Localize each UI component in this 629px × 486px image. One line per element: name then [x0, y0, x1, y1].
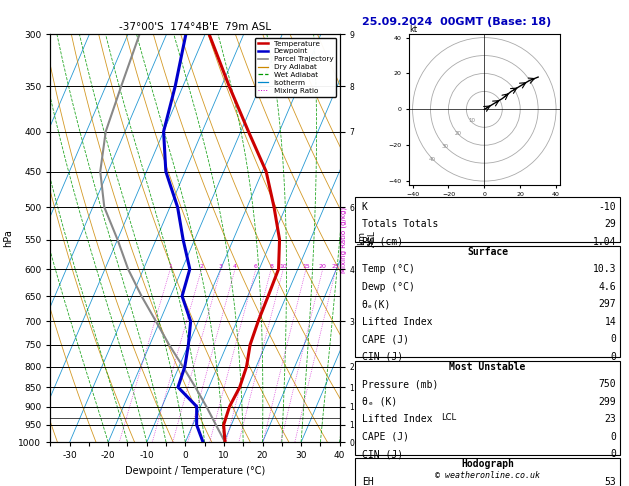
- Text: Totals Totals: Totals Totals: [362, 219, 438, 229]
- Text: 0: 0: [611, 432, 616, 442]
- Text: 23: 23: [604, 415, 616, 424]
- Text: 750: 750: [599, 380, 616, 389]
- Text: K: K: [362, 202, 367, 212]
- Text: CIN (J): CIN (J): [362, 450, 403, 459]
- Text: Mixing Ratio (g/kg): Mixing Ratio (g/kg): [340, 207, 347, 273]
- Bar: [355, 197, 620, 242]
- Text: Temp (°C): Temp (°C): [362, 264, 415, 274]
- Text: 4: 4: [233, 264, 237, 269]
- Text: 3: 3: [219, 264, 223, 269]
- Text: LCL: LCL: [441, 413, 456, 422]
- Text: 6: 6: [254, 264, 258, 269]
- Text: CIN (J): CIN (J): [362, 352, 403, 362]
- Text: 4.6: 4.6: [599, 282, 616, 292]
- Text: 0: 0: [611, 450, 616, 459]
- Text: EH: EH: [362, 477, 374, 486]
- Text: 0: 0: [611, 334, 616, 344]
- Legend: Temperature, Dewpoint, Parcel Trajectory, Dry Adiabat, Wet Adiabat, Isotherm, Mi: Temperature, Dewpoint, Parcel Trajectory…: [255, 37, 336, 97]
- Text: 25: 25: [332, 264, 340, 269]
- Text: 40: 40: [429, 157, 436, 162]
- Text: kt: kt: [409, 25, 417, 34]
- Text: Dewp (°C): Dewp (°C): [362, 282, 415, 292]
- Text: Lifted Index: Lifted Index: [362, 317, 432, 327]
- Text: θₑ (K): θₑ (K): [362, 397, 397, 407]
- Y-axis label: hPa: hPa: [3, 229, 13, 247]
- Text: 25.09.2024  00GMT (Base: 18): 25.09.2024 00GMT (Base: 18): [362, 17, 551, 27]
- Text: 10.3: 10.3: [593, 264, 616, 274]
- Text: 29: 29: [604, 219, 616, 229]
- Text: 0: 0: [611, 352, 616, 362]
- X-axis label: Dewpoint / Temperature (°C): Dewpoint / Temperature (°C): [125, 466, 265, 476]
- Text: Hodograph: Hodograph: [461, 459, 514, 469]
- Text: 30: 30: [442, 144, 449, 149]
- Text: 1.04: 1.04: [593, 237, 616, 247]
- Text: PW (cm): PW (cm): [362, 237, 403, 247]
- Text: CAPE (J): CAPE (J): [362, 432, 409, 442]
- Text: 2: 2: [199, 264, 204, 269]
- Text: 53: 53: [604, 477, 616, 486]
- Text: 299: 299: [599, 397, 616, 407]
- Text: θₑ(K): θₑ(K): [362, 299, 391, 309]
- Text: Lifted Index: Lifted Index: [362, 415, 432, 424]
- Text: Most Unstable: Most Unstable: [449, 362, 526, 372]
- Text: 10: 10: [279, 264, 287, 269]
- Text: 15: 15: [302, 264, 310, 269]
- Text: 14: 14: [604, 317, 616, 327]
- Bar: [355, 246, 620, 357]
- Text: Pressure (mb): Pressure (mb): [362, 380, 438, 389]
- Text: © weatheronline.co.uk: © weatheronline.co.uk: [435, 471, 540, 480]
- Text: 20: 20: [319, 264, 326, 269]
- Text: Surface: Surface: [467, 247, 508, 257]
- Text: -10: -10: [599, 202, 616, 212]
- Y-axis label: km
ASL: km ASL: [357, 230, 376, 246]
- Title: -37°00'S  174°4B'E  79m ASL: -37°00'S 174°4B'E 79m ASL: [119, 22, 271, 32]
- Bar: [355, 361, 620, 454]
- Text: CAPE (J): CAPE (J): [362, 334, 409, 344]
- Text: 297: 297: [599, 299, 616, 309]
- Text: 10: 10: [468, 118, 475, 123]
- Text: 20: 20: [455, 131, 462, 136]
- Text: 1: 1: [169, 264, 172, 269]
- Bar: [355, 458, 620, 486]
- Text: 8: 8: [269, 264, 273, 269]
